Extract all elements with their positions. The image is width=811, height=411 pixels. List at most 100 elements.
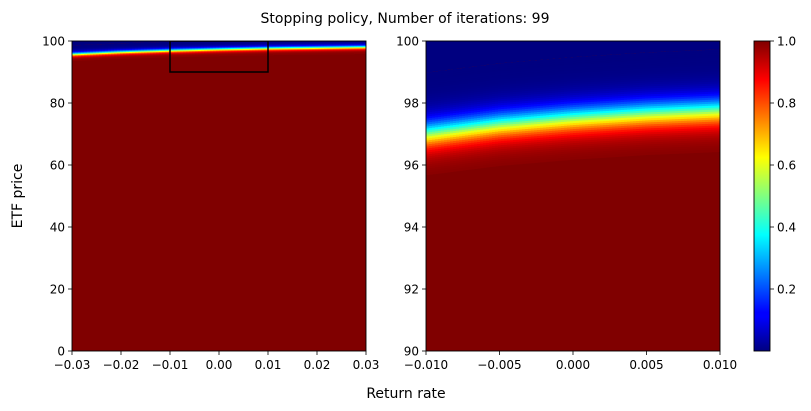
heatmap-cell [216, 47, 220, 49]
heatmap-cell [153, 42, 157, 44]
heatmap-cell [507, 106, 511, 110]
heatmap-cell [153, 53, 157, 55]
heatmap-cell [543, 135, 547, 139]
heatmap-cell [240, 43, 244, 45]
heatmap-cell [582, 124, 586, 128]
heatmap-cell [111, 46, 115, 49]
heatmap-cell [456, 166, 460, 170]
heatmap-cell [471, 120, 475, 124]
heatmap-cell [270, 47, 274, 49]
heatmap-cell [78, 47, 82, 49]
heatmap-cell [165, 55, 169, 58]
heatmap-cell [174, 46, 178, 49]
heatmap-cell [555, 156, 559, 160]
heatmap-cell [588, 142, 592, 145]
full-range-heatmap: −0.03 −0.02 −0.01 0.00 0.01 0.02 0.03020406080… [42, 35, 379, 373]
heatmap-cell [609, 92, 613, 96]
heatmap-cell [480, 141, 484, 145]
heatmap-cell [456, 70, 460, 74]
heatmap-cell [465, 103, 469, 107]
heatmap-cell [87, 47, 91, 50]
heatmap-cell [441, 136, 445, 140]
heatmap-cell [624, 95, 628, 99]
heatmap-cell [357, 45, 361, 47]
heatmap-cell [600, 67, 604, 70]
heatmap-cell [585, 64, 589, 67]
heatmap-cell [591, 127, 595, 131]
heatmap-cell [459, 148, 463, 151]
heatmap-cell [543, 139, 547, 143]
heatmap-cell [480, 145, 484, 149]
heatmap-cell [450, 121, 454, 124]
heatmap-cell [303, 42, 307, 44]
heatmap-cell [582, 68, 586, 72]
heatmap-cell [174, 55, 178, 58]
heatmap-cell [456, 160, 460, 164]
heatmap-cell [225, 46, 229, 48]
heatmap-cell [186, 51, 190, 53]
heatmap-cell [567, 115, 571, 119]
heatmap-cell [489, 148, 493, 152]
heatmap-cell [531, 124, 535, 128]
heatmap-cell [621, 139, 625, 143]
heatmap-cell [189, 45, 193, 47]
heatmap-cell [432, 159, 436, 163]
heatmap-cell [216, 52, 220, 54]
heatmap-cell [621, 119, 625, 123]
heatmap-cell [594, 123, 598, 127]
heatmap-cell [483, 111, 487, 114]
heatmap-cell [624, 107, 628, 111]
heatmap-cell [477, 131, 481, 135]
heatmap-cell [486, 90, 490, 94]
heatmap-cell [486, 102, 490, 106]
heatmap-cell [573, 149, 577, 152]
heatmap-cell [456, 148, 460, 152]
heatmap-cell [612, 114, 616, 118]
heatmap-cell [540, 99, 544, 103]
heatmap-cell [600, 129, 604, 132]
heatmap-cell [267, 43, 271, 45]
heatmap-cell [483, 65, 487, 68]
heatmap-cell [426, 158, 430, 162]
heatmap-cell [486, 130, 490, 134]
heatmap-cell [555, 150, 559, 154]
heatmap-cell [627, 147, 631, 151]
heatmap-cell [450, 87, 454, 90]
heatmap-cell [462, 103, 466, 107]
heatmap-cell [354, 49, 358, 51]
heatmap-cell [516, 107, 520, 111]
heatmap-cell [435, 111, 439, 114]
heatmap-cell [492, 84, 496, 87]
heatmap-cell [606, 92, 610, 96]
heatmap-cell [183, 48, 187, 50]
heatmap-cell [591, 83, 595, 87]
heatmap-cell [450, 159, 454, 162]
heatmap-cell [258, 51, 262, 53]
heatmap-cell [492, 76, 496, 79]
heatmap-cell [207, 53, 211, 55]
heatmap-cell [504, 138, 508, 142]
heatmap-cell [522, 107, 526, 110]
heatmap-cell [480, 139, 484, 143]
heatmap-cell [543, 137, 547, 141]
heatmap-cell [558, 70, 562, 73]
heatmap-cell [507, 86, 511, 90]
heatmap-cell [615, 84, 619, 87]
heatmap-cell [615, 74, 619, 77]
heatmap-cell [615, 134, 619, 137]
heatmap-cell [528, 70, 532, 74]
heatmap-cell [327, 50, 331, 52]
heatmap-cell [438, 148, 442, 152]
heatmap-cell [294, 42, 298, 44]
heatmap-cell [585, 66, 589, 69]
heatmap-cell [507, 162, 511, 166]
heatmap-cell [579, 106, 583, 110]
heatmap-cell [537, 138, 541, 141]
heatmap-cell [189, 50, 193, 52]
heatmap-cell [84, 45, 88, 48]
heatmap-cell [132, 50, 136, 53]
heatmap-cell [171, 42, 175, 45]
heatmap-cell [564, 117, 568, 121]
heatmap-cell [441, 112, 445, 116]
heatmap-cell [513, 41, 517, 63]
